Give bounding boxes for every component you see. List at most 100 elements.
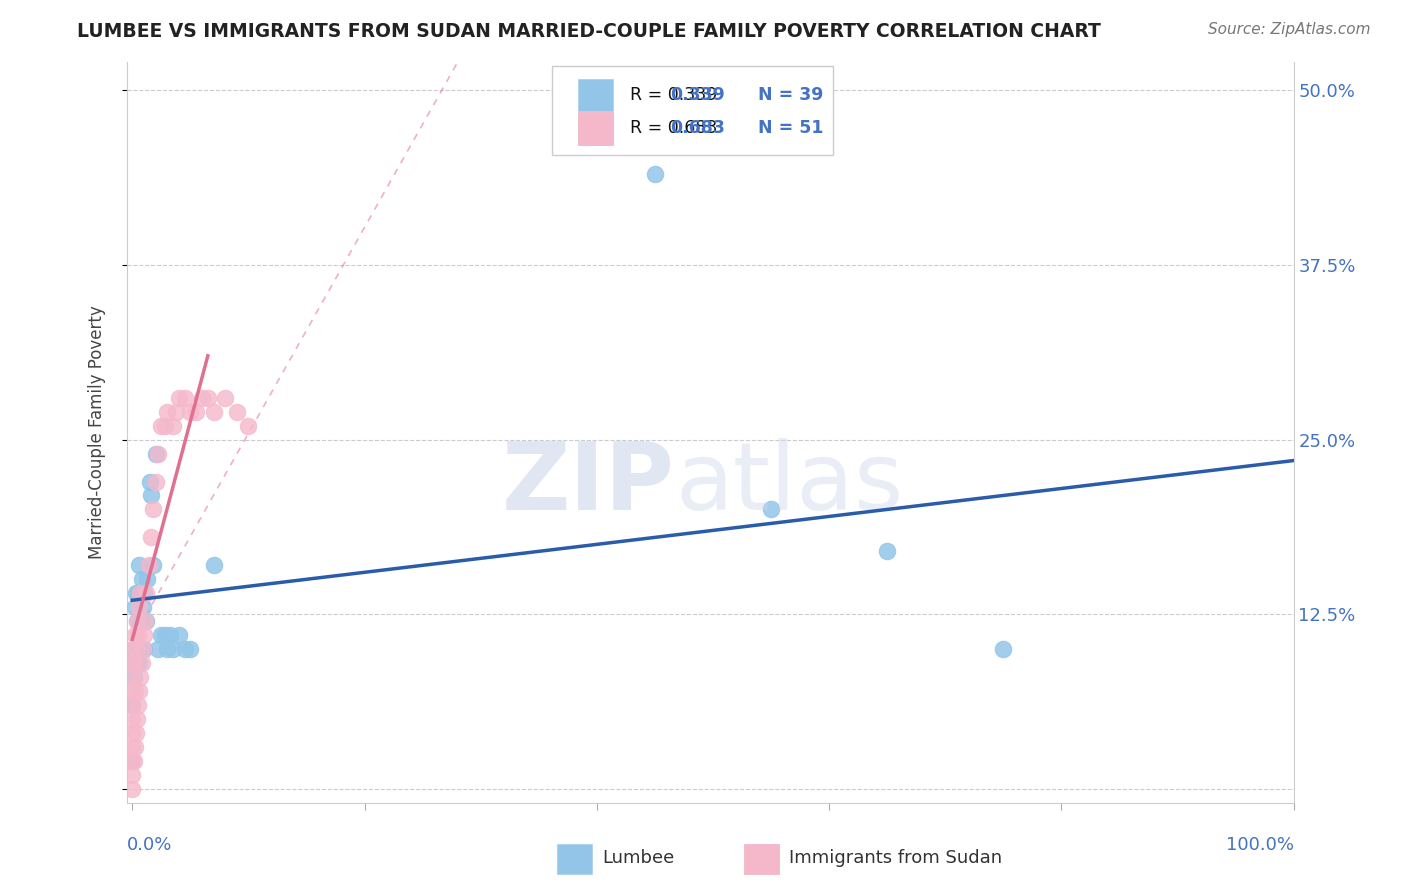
Text: ZIP: ZIP [502,439,675,531]
Point [139,475,162,489]
Text: Source: ZipAtlas.com: Source: ZipAtlas.com [1208,22,1371,37]
Point [173,642,195,657]
Point [139,530,162,544]
Point [122,754,145,768]
Text: R = 0.683: R = 0.683 [630,120,717,137]
Point [156,405,179,419]
Point [121,754,143,768]
Point [759,502,782,516]
Text: LUMBEE VS IMMIGRANTS FROM SUDAN MARRIED-COUPLE FAMILY POVERTY CORRELATION CHART: LUMBEE VS IMMIGRANTS FROM SUDAN MARRIED-… [77,22,1101,41]
Point [146,642,169,657]
Point [993,642,1015,657]
Point [197,391,219,405]
Point [124,739,146,754]
Point [135,586,157,600]
Point [145,446,167,460]
Point [127,698,149,712]
Point [162,418,184,433]
Point [238,418,260,433]
Point [162,642,184,657]
Point [136,572,159,586]
Point [159,628,181,642]
Point [121,698,143,712]
Point [125,614,148,628]
Point [127,628,149,642]
Point [125,614,148,628]
Point [125,586,148,600]
Point [644,167,666,181]
FancyBboxPatch shape [578,78,613,112]
Point [132,642,155,657]
Point [124,642,146,657]
Point [124,684,146,698]
Point [129,586,152,600]
Text: N = 39: N = 39 [758,86,824,104]
Point [125,656,148,670]
Point [129,670,152,684]
Point [124,628,146,642]
Point [214,391,236,405]
Point [124,600,146,615]
Point [135,614,157,628]
Point [142,558,165,573]
Point [121,684,143,698]
Point [225,405,247,419]
Point [145,475,167,489]
Point [150,418,173,433]
Point [121,712,143,726]
FancyBboxPatch shape [557,844,592,874]
Y-axis label: Married-Couple Family Poverty: Married-Couple Family Poverty [87,306,105,559]
Point [122,642,145,657]
Point [121,768,143,782]
Point [121,656,143,670]
Point [122,670,145,684]
Point [150,628,173,642]
Point [121,698,143,712]
Text: N = 51: N = 51 [758,120,824,137]
FancyBboxPatch shape [578,112,613,145]
Point [202,558,225,573]
Point [139,488,162,502]
Text: Immigrants from Sudan: Immigrants from Sudan [789,849,1002,867]
Point [146,446,169,460]
Point [127,586,149,600]
Point [131,656,153,670]
Point [132,586,155,600]
Point [128,558,150,573]
Point [166,405,188,419]
Point [132,600,155,615]
Point [125,726,148,740]
Point [191,391,214,405]
Point [179,642,201,657]
Text: Lumbee: Lumbee [603,849,675,867]
Text: 100.0%: 100.0% [1226,836,1294,855]
Point [128,656,150,670]
Point [138,558,160,573]
Point [173,391,195,405]
Point [134,614,156,628]
Point [121,781,143,796]
Point [153,418,176,433]
Point [167,391,190,405]
Point [121,670,143,684]
Text: 0.339: 0.339 [671,86,725,104]
Point [156,642,179,657]
Point [127,642,149,657]
Point [121,726,143,740]
Point [125,642,148,657]
Point [186,405,208,419]
FancyBboxPatch shape [553,66,832,155]
Point [121,642,143,657]
Point [876,544,898,558]
Text: R = 0.339: R = 0.339 [630,86,717,104]
Point [128,600,150,615]
Point [132,628,155,642]
Point [131,572,153,586]
Point [121,739,143,754]
Point [202,405,225,419]
Point [167,628,190,642]
Point [122,656,145,670]
Point [153,628,176,642]
Point [179,405,201,419]
Point [128,684,150,698]
